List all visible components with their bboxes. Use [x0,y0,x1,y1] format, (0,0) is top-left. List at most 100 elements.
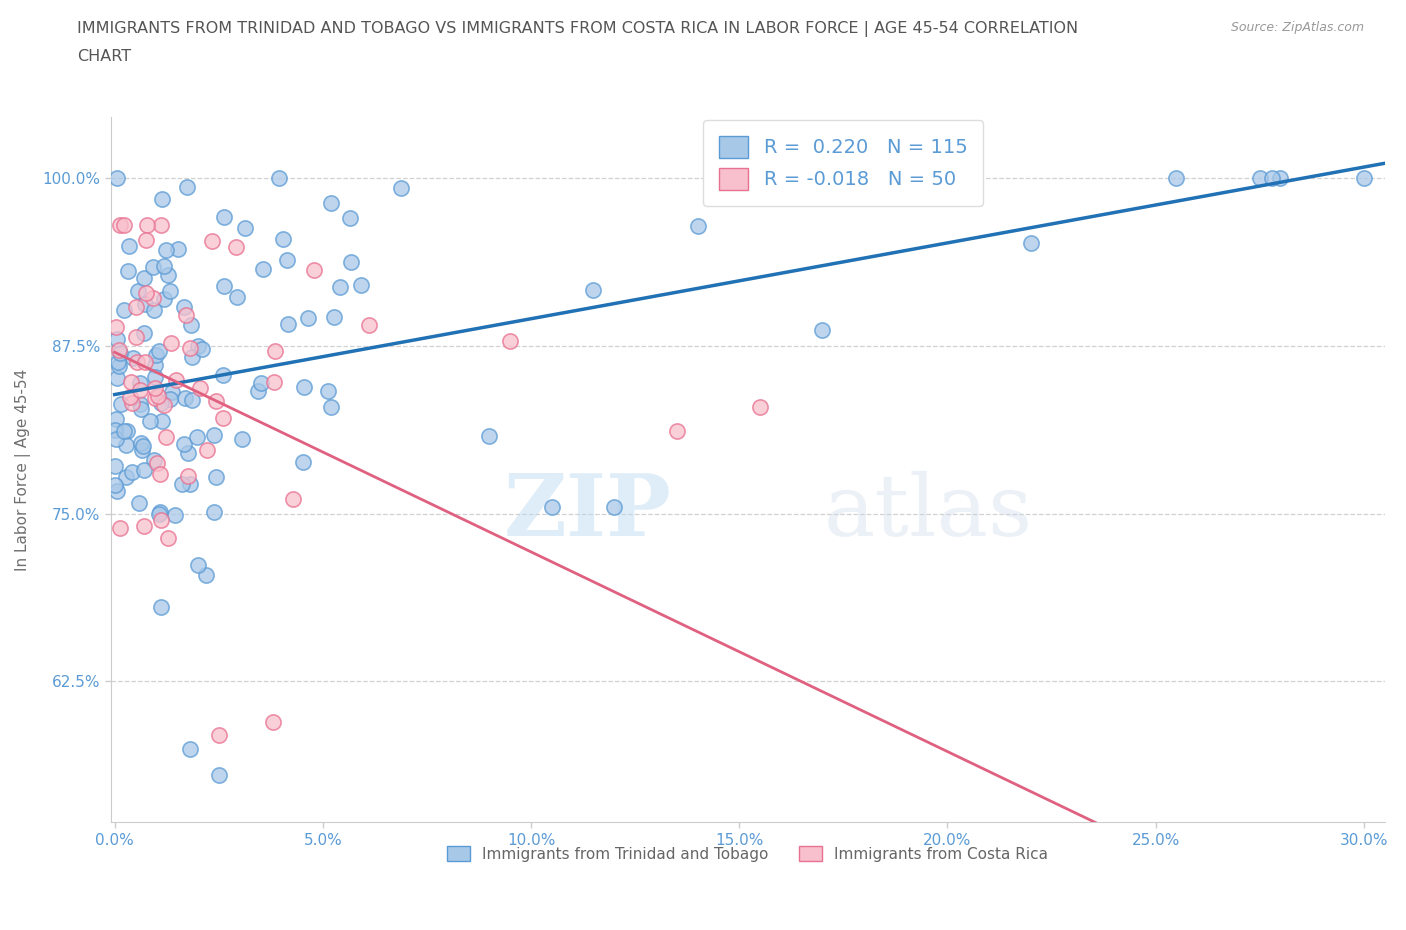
Point [172,477,194,492]
Point [142,290,165,305]
Point [187,558,209,573]
Point [121,465,143,480]
Point [212,367,235,382]
Point [225,289,247,304]
Point [156,530,179,545]
Point [128,382,150,397]
Point [179,476,201,491]
Point [263,375,285,390]
Point [132,519,155,534]
Point [148,507,170,522]
Point [202,504,225,519]
Point [292,379,315,394]
Point [1166,170,1188,185]
Point [149,504,172,519]
Point [1249,170,1271,185]
Point [541,499,564,514]
Text: atlas: atlas [824,471,1033,553]
Point [149,218,172,232]
Point [117,263,139,278]
Point [134,354,156,369]
Point [159,392,181,406]
Point [112,218,135,232]
Legend: Immigrants from Trinidad and Tobago, Immigrants from Costa Rica: Immigrants from Trinidad and Tobago, Imm… [441,840,1054,868]
Text: CHART: CHART [77,49,131,64]
Point [277,316,299,331]
Point [582,283,605,298]
Point [105,332,128,347]
Point [127,284,149,299]
Point [160,385,183,400]
Point [105,319,128,334]
Point [124,330,146,345]
Point [188,380,211,395]
Point [202,428,225,443]
Point [273,232,295,246]
Point [143,391,166,405]
Point [225,240,247,255]
Point [142,302,165,317]
Point [1353,170,1375,185]
Point [167,242,190,257]
Point [263,344,285,359]
Point [811,323,834,338]
Text: Source: ZipAtlas.com: Source: ZipAtlas.com [1230,21,1364,34]
Point [143,370,166,385]
Point [252,262,274,277]
Text: ZIP: ZIP [503,471,671,554]
Point [176,179,198,194]
Point [108,521,131,536]
Point [108,342,131,357]
Point [112,423,135,438]
Point [143,380,166,395]
Point [195,443,218,458]
Point [603,499,626,514]
Point [142,259,165,274]
Point [179,741,201,756]
Point [104,477,127,492]
Point [499,333,522,348]
Point [160,335,183,350]
Point [180,318,202,333]
Point [121,395,143,410]
Point [145,358,167,373]
Point [1261,170,1284,185]
Text: IMMIGRANTS FROM TRINIDAD AND TOBAGO VS IMMIGRANTS FROM COSTA RICA IN LABOR FORCE: IMMIGRANTS FROM TRINIDAD AND TOBAGO VS I… [77,21,1078,37]
Point [212,209,235,224]
Point [131,401,153,416]
Point [105,370,128,385]
Point [389,181,412,196]
Point [134,297,156,312]
Point [208,727,231,742]
Point [114,438,136,453]
Point [194,567,217,582]
Point [1019,235,1042,250]
Point [132,326,155,340]
Point [201,233,224,248]
Point [665,424,688,439]
Point [247,383,270,398]
Point [132,439,155,454]
Point [936,170,959,185]
Point [262,714,284,729]
Point [233,221,256,236]
Point [173,391,195,405]
Point [329,280,352,295]
Point [118,238,141,253]
Point [122,351,145,365]
Y-axis label: In Labor Force | Age 45-54: In Labor Force | Age 45-54 [15,368,31,571]
Point [231,432,253,446]
Point [267,170,290,185]
Point [304,262,326,277]
Point [108,218,131,232]
Point [686,219,709,234]
Point [177,469,200,484]
Point [145,347,167,362]
Point [163,508,186,523]
Point [104,422,127,437]
Point [212,279,235,294]
Point [105,483,128,498]
Point [120,375,142,390]
Point [135,218,157,232]
Point [104,411,127,426]
